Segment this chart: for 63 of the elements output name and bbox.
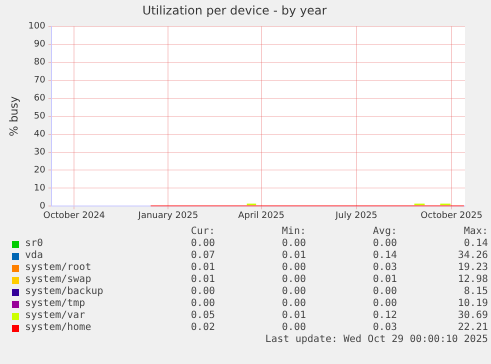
y-tick-label: 50 [34, 112, 46, 122]
legend-label: system/home [25, 322, 92, 334]
text: 30.69 [456, 310, 488, 322]
x-tick-label: April 2025 [238, 210, 284, 221]
chart-title: Utilization per device - by year [142, 3, 327, 18]
text: 8.15 [462, 286, 488, 298]
y-tick-label: 60 [34, 94, 46, 104]
text: 0.05 [190, 310, 215, 322]
y-tick-label: 0 [40, 202, 46, 212]
text: 0.12 [372, 310, 397, 322]
text: 22.21 [456, 322, 488, 334]
y-tick-label: 70 [34, 76, 46, 86]
text: 0.01 [280, 310, 306, 322]
text: 0.00 [190, 298, 215, 310]
text: 0.00 [280, 298, 306, 310]
legend-label: sr0 [25, 238, 44, 250]
text: 0.00 [372, 286, 397, 298]
x-tick-label: October 2024 [43, 210, 106, 221]
y-tick-label: 80 [34, 58, 46, 68]
text: 0.00 [280, 274, 306, 286]
text: 34.26 [456, 250, 488, 262]
text: 0.14 [462, 238, 488, 250]
legend-label: system/root [25, 262, 92, 274]
text: 19.23 [456, 262, 488, 274]
text: 0.03 [372, 322, 397, 334]
y-tick-label: 30 [34, 148, 46, 158]
y-tick-label: 10 [34, 184, 46, 194]
text: 0.01 [280, 250, 306, 262]
legend-label: vda [25, 250, 44, 262]
legend-label: system/backup [25, 286, 104, 298]
text: 0.00 [280, 322, 306, 334]
text: 0.00 [372, 298, 397, 310]
legend-label: system/var [25, 310, 86, 322]
text: 0.00 [280, 286, 306, 298]
y-tick-label: 100 [28, 22, 46, 32]
text: Avg: [372, 226, 397, 237]
text: Max: [464, 226, 488, 237]
text: 0.00 [280, 238, 306, 250]
y-tick-label: 40 [34, 130, 46, 140]
legend-label: system/tmp [25, 298, 86, 310]
x-tick-label: January 2025 [137, 210, 198, 221]
text: Cur: [190, 226, 215, 237]
text: 0.03 [372, 262, 397, 274]
y-tick-label: 20 [34, 166, 46, 176]
legend-label: system/swap [25, 274, 92, 286]
text: 0.00 [280, 262, 306, 274]
text: 10.19 [456, 298, 488, 310]
text: 0.00 [190, 286, 215, 298]
text: Last update: Wed Oct 29 00:00:10 2025 [264, 334, 488, 346]
text: 0.02 [190, 322, 215, 334]
text: 0.00 [372, 238, 397, 250]
text: 0.01 [190, 262, 215, 274]
x-tick-label: July 2025 [334, 210, 378, 221]
y-tick-label: 90 [34, 40, 46, 50]
text: 0.01 [190, 274, 215, 286]
y-axis-title: % busy [7, 96, 20, 136]
text: 0.01 [372, 274, 397, 286]
x-tick-label: October 2025 [420, 210, 482, 221]
text: 12.98 [456, 274, 488, 286]
text: 0.00 [190, 238, 215, 250]
text: 0.14 [372, 250, 397, 262]
text: 0.07 [190, 250, 215, 262]
text: Min: [282, 226, 306, 237]
